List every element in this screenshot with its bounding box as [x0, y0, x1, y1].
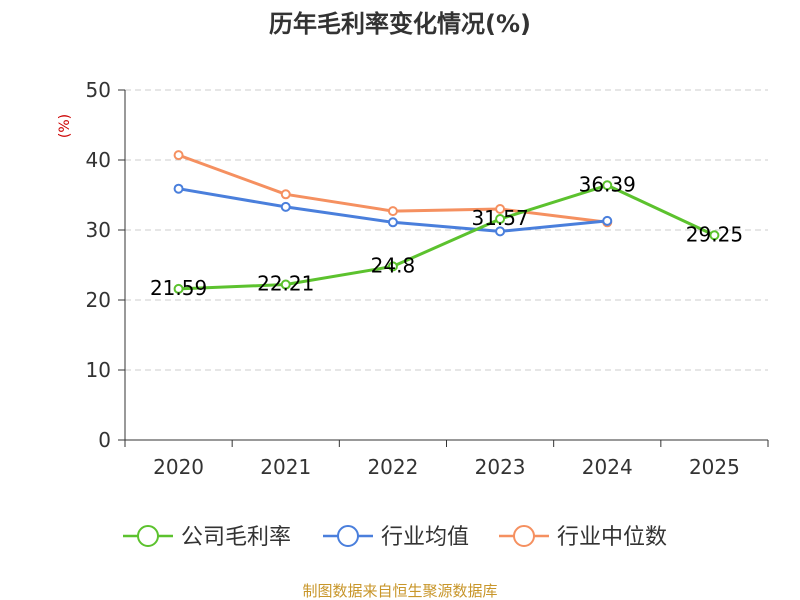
- data-label-2024: 36.39: [579, 172, 636, 196]
- x-tick-label-2024: 2024: [582, 455, 633, 479]
- series-2-point-2023[interactable]: [495, 204, 506, 214]
- series-2-point-2020[interactable]: [173, 150, 184, 161]
- y-tick-label-10: 10: [86, 358, 111, 382]
- data-label-layer: 21.59 22.21 24.8 31.57 36.39 29.25: [150, 172, 743, 300]
- legend-label-1: 行业均值: [381, 525, 469, 550]
- y-tick-label-0: 0: [98, 428, 111, 452]
- axis-layer: 0 10 20 30 40 50 2020 2021 2022 2023 2024 2025: [86, 78, 769, 479]
- y-tick-label-20: 20: [86, 288, 111, 312]
- series-1-point-2022[interactable]: [387, 217, 398, 228]
- y-axis-unit-label: (%): [57, 114, 73, 138]
- x-tick-label-2021: 2021: [260, 455, 311, 479]
- x-tick-label-2023: 2023: [475, 455, 526, 479]
- data-label-2022: 24.8: [371, 253, 416, 277]
- series-0-point-2020[interactable]: [173, 283, 184, 294]
- legend-label-2: 行业中位数: [557, 525, 667, 550]
- source-note: 制图数据来自恒生聚源数据库: [302, 582, 497, 600]
- series-2-point-2021[interactable]: [280, 189, 291, 200]
- x-tick-label-2025: 2025: [689, 455, 740, 479]
- series-1-point-2021[interactable]: [280, 201, 291, 212]
- series-0-point-2024[interactable]: [602, 180, 613, 191]
- y-tick-label-50: 50: [86, 78, 111, 102]
- y-tick-label-40: 40: [86, 148, 111, 172]
- legend-marker-0: [137, 525, 159, 547]
- legend-label-0: 公司毛利率: [181, 525, 291, 550]
- x-tick-label-2020: 2020: [153, 455, 204, 479]
- series-1-point-2020[interactable]: [173, 183, 184, 194]
- series-0-point-2025[interactable]: [709, 230, 720, 241]
- legend-item-0[interactable]: 公司毛利率: [123, 525, 291, 550]
- data-label-2020: 21.59: [150, 276, 207, 300]
- legend-item-1[interactable]: 行业均值: [323, 525, 469, 550]
- data-label-2023: 31.57: [471, 206, 528, 230]
- data-label-2025: 29.25: [686, 222, 743, 246]
- grid-layer: [125, 89, 768, 371]
- series-2-point-2022[interactable]: [387, 206, 398, 217]
- x-tick-label-2022: 2022: [367, 455, 418, 479]
- series-0-point-2022[interactable]: [387, 261, 398, 272]
- chart-title: 历年毛利率变化情况(%): [269, 10, 531, 38]
- series-1-point-2024[interactable]: [602, 215, 613, 226]
- legend-marker-1: [337, 525, 359, 547]
- data-label-2021: 22.21: [257, 272, 314, 296]
- series-0-point-2023[interactable]: [495, 214, 506, 225]
- series-layer: [173, 150, 720, 294]
- legend-item-2[interactable]: 行业中位数: [499, 525, 667, 550]
- y-tick-label-30: 30: [86, 218, 111, 242]
- series-1-point-2023[interactable]: [495, 226, 506, 237]
- legend-marker-2: [513, 525, 535, 547]
- legend[interactable]: 公司毛利率 行业均值 行业中位数: [123, 525, 667, 550]
- series-0-point-2021[interactable]: [280, 279, 291, 290]
- series-line-0: [178, 183, 716, 291]
